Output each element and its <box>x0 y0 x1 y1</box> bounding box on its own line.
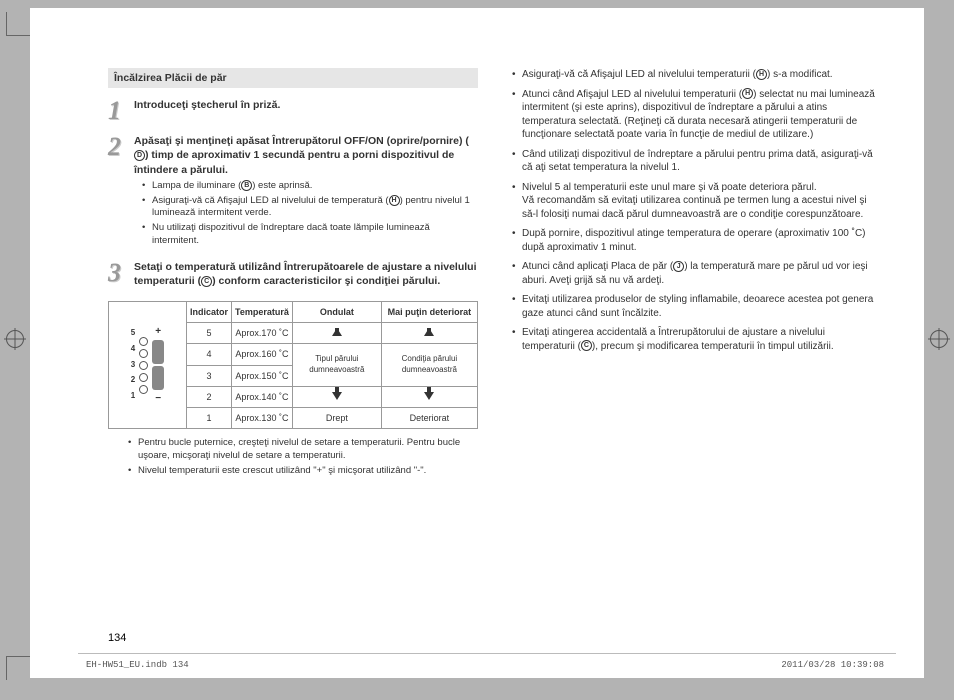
left-column: Încălzirea Plăcii de păr 1 Introduceţi ş… <box>108 68 478 628</box>
level-dot-icon <box>139 349 148 358</box>
cell-indicator: 1 <box>187 407 232 428</box>
step-number: 2 <box>108 134 126 250</box>
arrow-down-icon <box>424 392 434 400</box>
bullet: Evitaţi atingerea accidentală a Întrerup… <box>510 326 880 353</box>
cell-mid-label: Condiţia părului dumneavoastră <box>381 344 477 386</box>
marker-h-icon: H <box>742 88 753 99</box>
cell-indicator: 3 <box>187 365 232 386</box>
page-number: 134 <box>108 632 126 644</box>
bullet: Atunci când aplicaţi Placa de păr (J) la… <box>510 260 880 287</box>
marker-h-icon: H <box>389 195 400 206</box>
bullet: Evitaţi utilizarea produselor de styling… <box>510 293 880 320</box>
footer-rule <box>78 653 896 654</box>
arrow-down-icon <box>332 392 342 400</box>
step-bullets: Lampa de iluminare (B) este aprinsă. Asi… <box>134 180 478 248</box>
bullet: Când utilizaţi dispozitivul de îndreptar… <box>510 148 880 175</box>
cell-indicator: 4 <box>187 344 232 365</box>
cell-arrow <box>381 386 477 407</box>
level-dot-icon <box>139 361 148 370</box>
cell-arrow <box>381 323 477 344</box>
th-indicator: Indicator <box>187 302 232 323</box>
step-number: 3 <box>108 260 126 291</box>
bullet: Nivelul 5 al temperaturii este unul mare… <box>510 181 880 222</box>
cell-indicator: 2 <box>187 386 232 407</box>
marker-c-icon: C <box>201 276 212 287</box>
step-2: 2 Apăsaţi şi menţineţi apăsat Întrerupăt… <box>108 134 478 250</box>
th-ondulat: Ondulat <box>292 302 381 323</box>
plus-button-icon <box>152 340 164 364</box>
level-dot-icon <box>139 385 148 394</box>
minus-button-icon <box>152 366 164 390</box>
temperature-table: 5 4 3 2 1 <box>108 301 478 429</box>
bullet: Asiguraţi-vă că Afişajul LED al nivelulu… <box>142 195 478 221</box>
marker-c-icon: C <box>581 340 592 351</box>
cell-arrow <box>292 323 381 344</box>
marker-b-icon: B <box>241 180 252 191</box>
marker-h-icon: H <box>756 69 767 80</box>
right-bullets: Asiguraţi-vă că Afişajul LED al nivelulu… <box>510 68 880 353</box>
crop-mark-bl <box>6 656 30 680</box>
footer-date: 2011/03/28 10:39:08 <box>781 660 884 670</box>
cell-bottom: Deteriorat <box>381 407 477 428</box>
bullet: Pentru bucle puternice, creşteţi nivelul… <box>128 437 478 463</box>
cell-temp: Aprox.130 ˚C <box>232 407 293 428</box>
step-heading: Setaţi o temperatură utilizând Întrerupă… <box>134 260 478 288</box>
level-diagram: 5 4 3 2 1 <box>113 325 182 406</box>
cell-temp: Aprox.150 ˚C <box>232 365 293 386</box>
bullet: Nivelul temperaturii este crescut utiliz… <box>128 465 478 478</box>
step-heading: Introduceţi ştecherul în priză. <box>134 98 478 112</box>
cell-temp: Aprox.140 ˚C <box>232 386 293 407</box>
cell-arrow <box>292 386 381 407</box>
step-number: 1 <box>108 98 126 124</box>
arrow-up-icon <box>332 328 342 336</box>
bullet: Lampa de iluminare (B) este aprinsă. <box>142 180 478 193</box>
cell-mid-label: Tipul părului dumneavoastră <box>292 344 381 386</box>
section-title: Încălzirea Plăcii de păr <box>108 68 478 88</box>
arrow-up-icon <box>424 328 434 336</box>
cell-bottom: Drept <box>292 407 381 428</box>
registration-mark <box>930 330 948 348</box>
step-heading: Apăsaţi şi menţineţi apăsat Întrerupător… <box>134 134 478 177</box>
level-dot-icon <box>139 337 148 346</box>
th-deteriorat: Mai puţin deteriorat <box>381 302 477 323</box>
footer-file: EH-HW51_EU.indb 134 <box>86 660 189 670</box>
cell-temp: Aprox.160 ˚C <box>232 344 293 365</box>
th-temperature: Temperatură <box>232 302 293 323</box>
content-area: Încălzirea Plăcii de păr 1 Introduceţi ş… <box>108 68 880 628</box>
registration-mark <box>6 330 24 348</box>
marker-j-icon: J <box>673 261 684 272</box>
bullet: După pornire, dispozitivul atinge temper… <box>510 227 880 254</box>
right-column: Asiguraţi-vă că Afişajul LED al nivelulu… <box>510 68 880 628</box>
bullet: Nu utilizaţi dispozitivul de îndreptare … <box>142 222 478 248</box>
level-dot-icon <box>139 373 148 382</box>
bullet: Asiguraţi-vă că Afişajul LED al nivelulu… <box>510 68 880 82</box>
level-diagram-cell: 5 4 3 2 1 <box>109 302 187 429</box>
step-3: 3 Setaţi o temperatură utilizând Întreru… <box>108 260 478 291</box>
after-table-bullets: Pentru bucle puternice, creşteţi nivelul… <box>108 437 478 477</box>
bullet: Atunci când Afişajul LED al nivelului te… <box>510 88 880 142</box>
step-1: 1 Introduceţi ştecherul în priză. <box>108 98 478 124</box>
cell-indicator: 5 <box>187 323 232 344</box>
cell-temp: Aprox.170 ˚C <box>232 323 293 344</box>
marker-d-icon: D <box>134 150 145 161</box>
crop-mark-tl <box>6 12 30 36</box>
page: Încălzirea Plăcii de păr 1 Introduceţi ş… <box>30 8 924 678</box>
